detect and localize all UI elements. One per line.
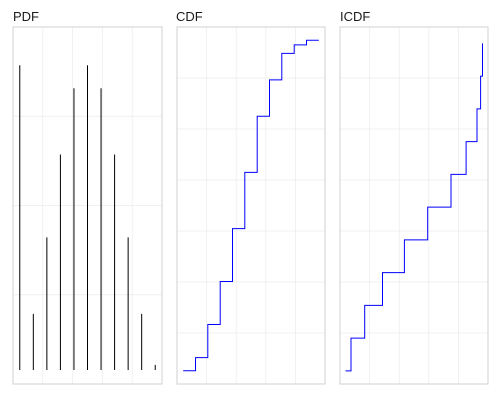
icdf-series-line	[345, 43, 483, 372]
panel-title-icdf: ICDF	[340, 9, 370, 24]
panel-title-cdf: CDF	[176, 9, 203, 24]
panel-title-pdf: PDF	[13, 9, 39, 24]
panel-border	[339, 26, 489, 385]
cdf-panel	[176, 26, 326, 385]
panel-border	[176, 26, 326, 385]
pdf-panel	[12, 26, 163, 385]
cdf-series-line	[183, 39, 319, 372]
panel-border	[12, 26, 163, 385]
icdf-panel	[339, 26, 489, 385]
